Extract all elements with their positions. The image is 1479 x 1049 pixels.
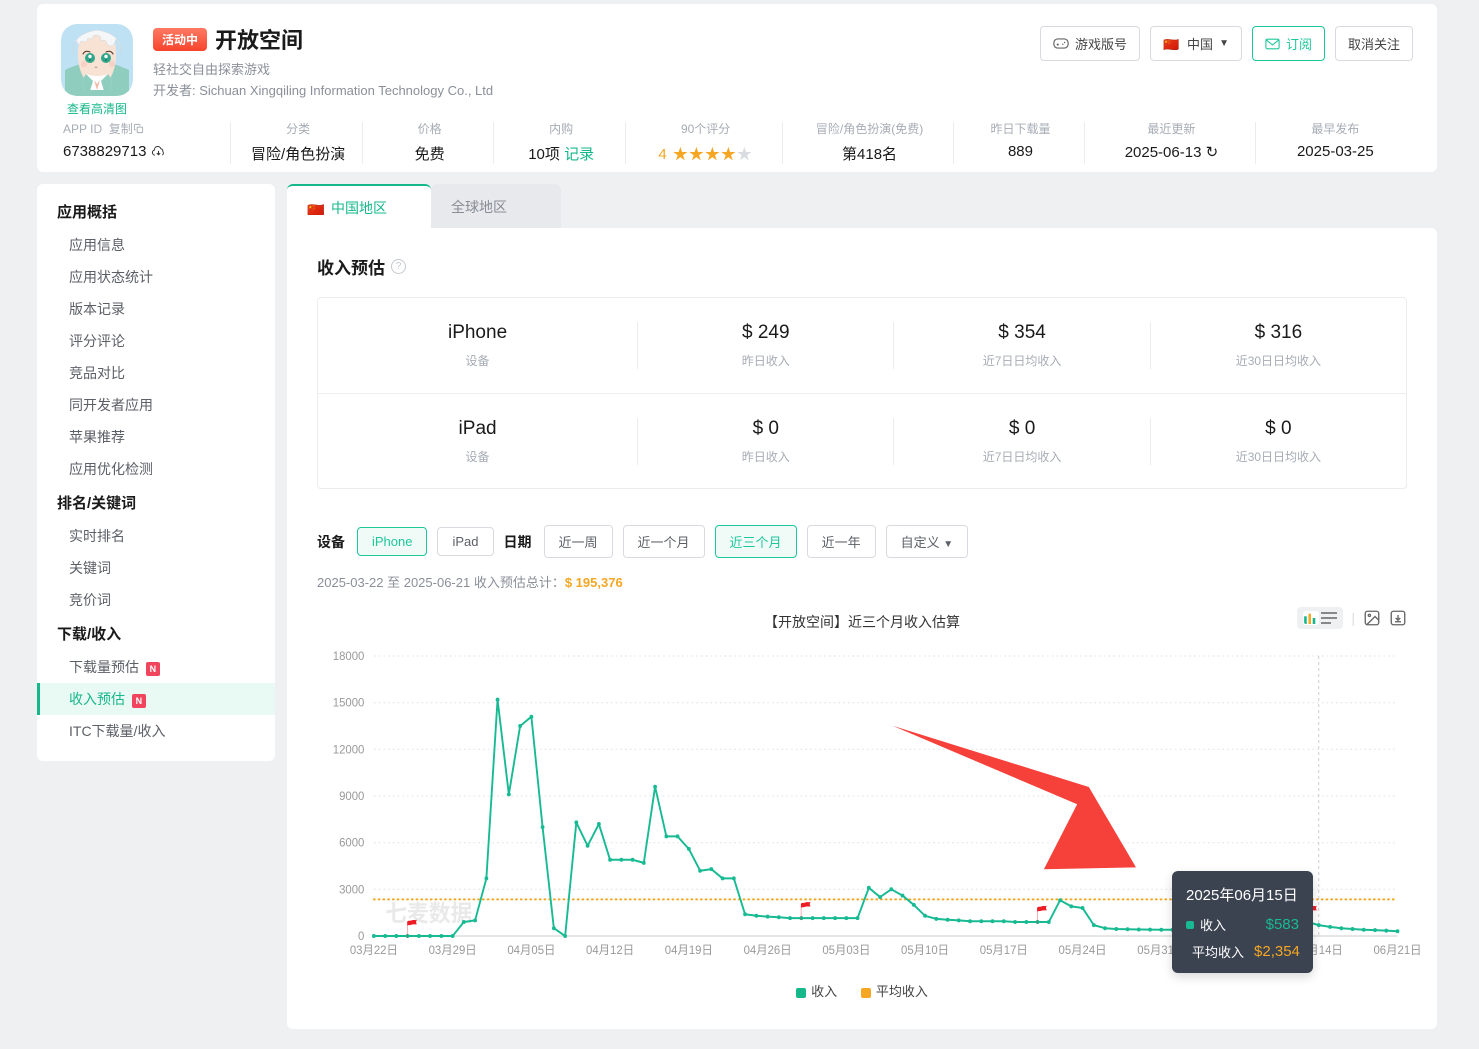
svg-text:04月19日: 04月19日: [665, 944, 713, 957]
svg-text:18000: 18000: [333, 650, 365, 663]
svg-text:12000: 12000: [333, 743, 365, 756]
svg-text:05月03日: 05月03日: [822, 944, 870, 957]
svg-text:05月17日: 05月17日: [980, 944, 1028, 957]
svg-text:05月10日: 05月10日: [901, 944, 949, 957]
svg-text:15000: 15000: [333, 696, 365, 709]
svg-text:04月12日: 04月12日: [586, 944, 634, 957]
svg-text:七麦数据: 七麦数据: [385, 900, 472, 926]
svg-text:9000: 9000: [339, 790, 365, 803]
svg-text:04月26日: 04月26日: [744, 944, 792, 957]
svg-text:03月22日: 03月22日: [350, 944, 398, 957]
svg-text:03月29日: 03月29日: [429, 944, 477, 957]
svg-text:04月05日: 04月05日: [507, 944, 555, 957]
svg-text:0: 0: [358, 930, 365, 943]
svg-text:06月21日: 06月21日: [1373, 944, 1421, 957]
svg-text:05月24日: 05月24日: [1059, 944, 1107, 957]
svg-text:3000: 3000: [339, 883, 365, 896]
svg-text:6000: 6000: [339, 836, 365, 849]
